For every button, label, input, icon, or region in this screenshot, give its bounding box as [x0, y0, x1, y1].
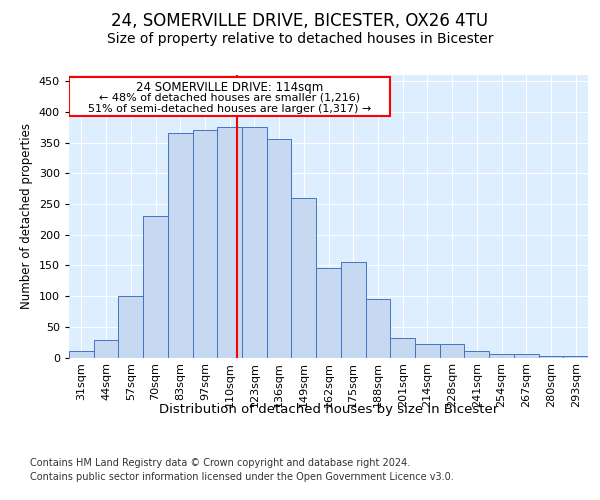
Bar: [440, 344, 464, 358]
Text: 24 SOMERVILLE DRIVE: 114sqm: 24 SOMERVILLE DRIVE: 114sqm: [136, 80, 323, 94]
Text: Distribution of detached houses by size in Bicester: Distribution of detached houses by size …: [159, 402, 499, 415]
Bar: [514, 354, 539, 358]
Bar: [193, 130, 217, 358]
Bar: [118, 296, 143, 358]
Bar: [415, 344, 440, 358]
Bar: [143, 216, 168, 358]
Bar: [316, 268, 341, 358]
Text: ← 48% of detached houses are smaller (1,216): ← 48% of detached houses are smaller (1,…: [99, 92, 360, 102]
Bar: [464, 352, 489, 358]
Bar: [390, 338, 415, 357]
Bar: [341, 262, 365, 358]
Text: 51% of semi-detached houses are larger (1,317) →: 51% of semi-detached houses are larger (…: [88, 104, 371, 114]
FancyBboxPatch shape: [69, 78, 390, 116]
Bar: [365, 299, 390, 358]
Bar: [489, 354, 514, 358]
Text: Contains public sector information licensed under the Open Government Licence v3: Contains public sector information licen…: [30, 472, 454, 482]
Y-axis label: Number of detached properties: Number of detached properties: [20, 123, 33, 309]
Text: 24, SOMERVILLE DRIVE, BICESTER, OX26 4TU: 24, SOMERVILLE DRIVE, BICESTER, OX26 4TU: [112, 12, 488, 30]
Bar: [563, 356, 588, 358]
Bar: [168, 134, 193, 358]
Bar: [292, 198, 316, 358]
Bar: [539, 356, 563, 358]
Bar: [267, 140, 292, 358]
Bar: [94, 340, 118, 357]
Bar: [242, 127, 267, 358]
Bar: [69, 352, 94, 358]
Text: Size of property relative to detached houses in Bicester: Size of property relative to detached ho…: [107, 32, 493, 46]
Bar: [217, 127, 242, 358]
Text: Contains HM Land Registry data © Crown copyright and database right 2024.: Contains HM Land Registry data © Crown c…: [30, 458, 410, 468]
